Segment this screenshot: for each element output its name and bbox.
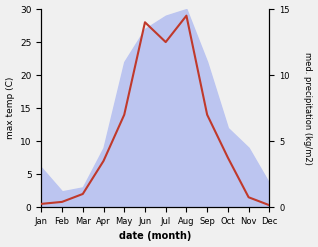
X-axis label: date (month): date (month) (119, 231, 191, 242)
Y-axis label: med. precipitation (kg/m2): med. precipitation (kg/m2) (303, 52, 313, 165)
Y-axis label: max temp (C): max temp (C) (5, 77, 15, 139)
